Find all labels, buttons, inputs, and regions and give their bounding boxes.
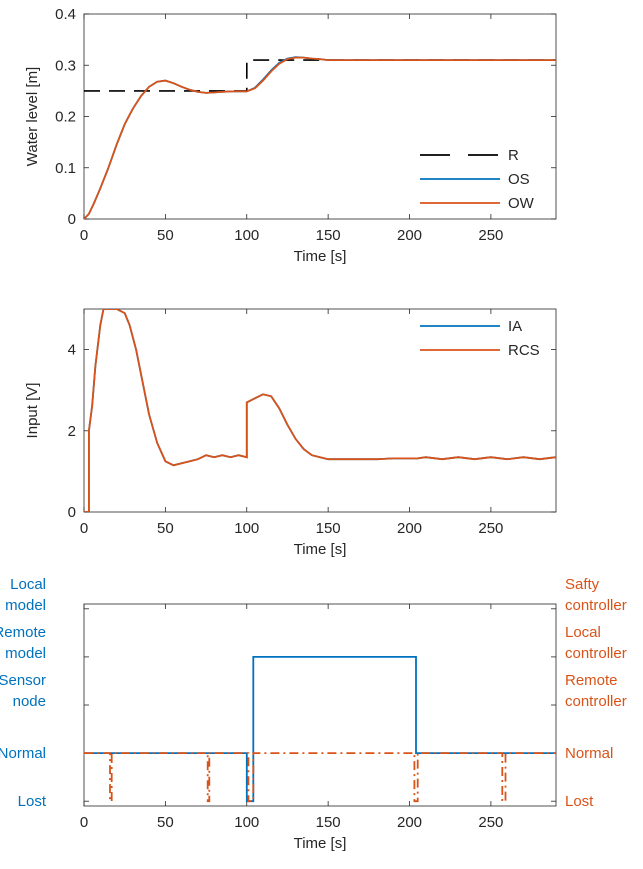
legend-label: R — [508, 147, 519, 164]
x-tick-label: 100 — [234, 227, 259, 244]
y-tick-label: 0.2 — [55, 109, 76, 126]
x-axis-label: Time [s] — [294, 835, 347, 852]
y-axis-label: Water level [m] — [24, 67, 41, 166]
left-state-label: Remote — [0, 624, 46, 641]
series-line-rcs — [84, 309, 556, 512]
plot-area — [83, 308, 557, 513]
series-line-state-2 — [84, 752, 556, 803]
right-state-label: Normal — [565, 745, 613, 762]
y-tick-label: 2 — [68, 423, 76, 440]
x-tick-label: 100 — [234, 814, 259, 831]
left-state-label: model — [5, 645, 46, 662]
right-state-label: controller — [565, 645, 627, 662]
legend-label: IA — [508, 318, 522, 335]
legend-label: RCS — [508, 342, 540, 359]
x-tick-label: 100 — [234, 520, 259, 537]
right-state-label: Lost — [565, 793, 594, 810]
series-line-ow — [84, 56, 556, 219]
legend: IA RCS — [420, 318, 540, 359]
x-axis-label: Time [s] — [294, 248, 347, 265]
right-state-label: Remote — [565, 672, 618, 689]
x-tick-label: 200 — [397, 227, 422, 244]
right-state-label: controller — [565, 693, 627, 710]
x-tick-label: 50 — [157, 814, 174, 831]
x-tick-label: 200 — [397, 814, 422, 831]
legend-label: OS — [508, 171, 530, 188]
x-tick-label: 50 — [157, 520, 174, 537]
y-tick-label: 0.3 — [55, 57, 76, 74]
x-tick-label: 200 — [397, 520, 422, 537]
legend: R OS OW — [420, 147, 535, 212]
x-tick-label: 0 — [80, 814, 88, 831]
y-tick-label: 0.4 — [55, 6, 76, 23]
left-state-label: node — [13, 693, 46, 710]
right-state-label: Local — [565, 624, 601, 641]
x-tick-label: 250 — [478, 814, 503, 831]
y-tick-label: 0 — [68, 504, 76, 521]
left-state-label: model — [5, 597, 46, 614]
y-tick-label: 0 — [68, 211, 76, 228]
chart-panel-3: 0 50 100 150 200 250 Time [s] Lost Lost Normal Nor… — [0, 576, 627, 852]
series-line-r — [84, 59, 556, 92]
x-tick-label: 0 — [80, 227, 88, 244]
x-tick-label: 250 — [478, 520, 503, 537]
y-tick-label: 4 — [68, 342, 76, 359]
right-state-label: Safty — [565, 576, 600, 593]
left-state-label: Sensor — [0, 672, 46, 689]
series-line-state-1 — [84, 656, 556, 803]
y-tick-label: 0.1 — [55, 160, 76, 177]
plot-area — [83, 13, 557, 220]
x-tick-label: 50 — [157, 227, 174, 244]
x-tick-label: 250 — [478, 227, 503, 244]
left-state-label: Normal — [0, 745, 46, 762]
left-state-label: Local — [10, 576, 46, 593]
chart-panel-1: 0 50 100 150 200 250 Time [s] 0 0.1 0.2 0.3 0.4 Wate… — [24, 6, 557, 265]
legend-label: OW — [508, 195, 535, 212]
x-tick-label: 150 — [316, 520, 341, 537]
x-axis-label: Time [s] — [294, 541, 347, 558]
chart-panel-2: 0 50 100 150 200 250 Time [s] 0 2 4 Input [V] IA RCS — [24, 308, 557, 558]
x-tick-label: 0 — [80, 520, 88, 537]
plot-area — [83, 603, 557, 807]
x-tick-label: 150 — [316, 227, 341, 244]
y-axis-label: Input [V] — [24, 383, 41, 439]
x-tick-label: 150 — [316, 814, 341, 831]
right-state-label: controller — [565, 597, 627, 614]
left-state-label: Lost — [18, 793, 47, 810]
